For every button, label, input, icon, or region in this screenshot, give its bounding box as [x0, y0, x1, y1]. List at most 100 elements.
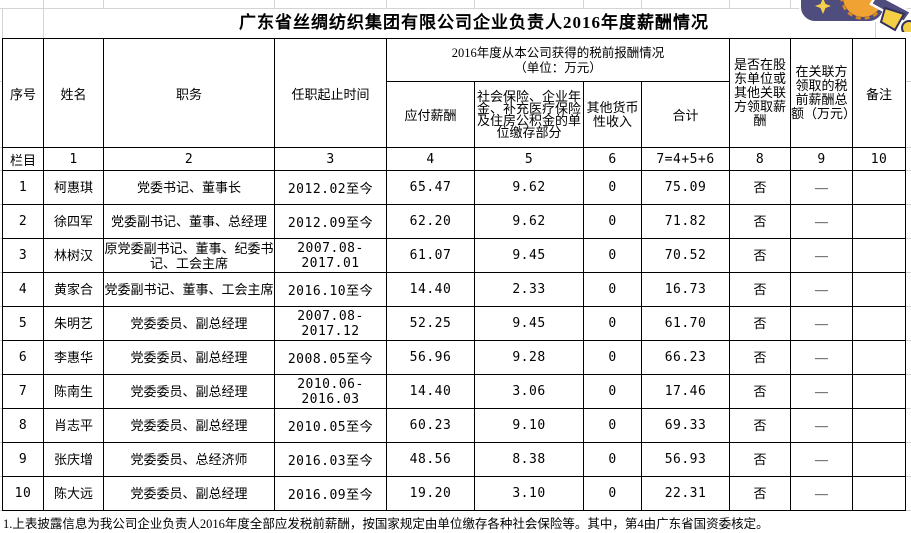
cell-tenure: 2016.10至今 [274, 272, 387, 307]
table-row: 8 肖志平 党委委员、副总经理 2010.05至今 60.23 9.10 0 69.33 否 — [2, 408, 907, 443]
cell-name: 徐四军 [43, 204, 104, 239]
gridline [905, 340, 911, 341]
index-cell-label: 栏目 [2, 147, 44, 171]
cell-social: 9.62 [474, 204, 584, 239]
cell-related-amount: — [790, 442, 854, 477]
gridline [0, 340, 2, 341]
table-row: 5 朱明艺 党委委员、副总经理 2007.08-2017.12 52.25 9.45 0 61… [2, 306, 907, 341]
cell-total: 66.23 [640, 340, 731, 375]
cell-related-amount: — [790, 272, 854, 307]
gridline [274, 0, 275, 8]
cell-tenure: 2012.09至今 [274, 204, 387, 239]
cell-name: 陈大远 [43, 476, 104, 511]
cell-related: 否 [729, 238, 792, 273]
gridline [0, 476, 2, 477]
gridline [43, 0, 44, 8]
cell-social: 9.45 [474, 306, 584, 341]
cell-related: 否 [729, 170, 792, 205]
cell-payable: 14.40 [386, 374, 475, 409]
cell-related: 否 [729, 204, 792, 239]
header-row-1: 序号 姓名 职务 任职起止时间 2016年度从本公司获得的税前报酬情况 （单位：… [2, 38, 907, 148]
cell-position: 党委书记、董事长 [103, 170, 275, 205]
gridline [0, 8, 911, 9]
cell-name: 朱明艺 [43, 306, 104, 341]
cell-social: 9.62 [474, 170, 584, 205]
cell-name: 林树汉 [43, 238, 104, 273]
cell-related: 否 [729, 476, 792, 511]
cell-related: 否 [729, 374, 792, 409]
col-header-total: 合计 [640, 81, 731, 148]
gridline [103, 0, 104, 8]
cell-total: 69.33 [640, 408, 731, 443]
footnote: 1.上表披露信息为我公司企业负责人2016年度全部应发税前薪酬，按国家规定由单位… [3, 517, 769, 531]
cell-name: 柯惠琪 [43, 170, 104, 205]
gridline [0, 204, 2, 205]
cell-total: 17.46 [640, 374, 731, 409]
cell-payable: 52.25 [386, 306, 475, 341]
cell-remark [852, 408, 907, 443]
cell-other: 0 [583, 306, 642, 341]
cell-remark [852, 238, 907, 273]
cell-social: 9.28 [474, 340, 584, 375]
cell-position: 党委副书记、董事、总经理 [103, 204, 275, 239]
index-cell-10: 10 [852, 147, 907, 171]
col-header-other-monetary: 其他货币性收入 [583, 81, 642, 148]
col-header-position: 职务 [103, 38, 275, 148]
cell-position: 党委委员、副总经理 [103, 340, 275, 375]
gridline [905, 170, 911, 171]
gridline [905, 272, 911, 273]
col-header-remark: 备注 [852, 38, 907, 148]
header-row-2: 应付薪酬 社会保险、企业年金、补充医疗保险及住房公积金的单位缴存部分 其他货币性… [3, 81, 906, 148]
gridline [905, 476, 911, 477]
cell-seq: 10 [2, 476, 44, 511]
cell-tenure: 2010.05至今 [274, 408, 387, 443]
gridline [474, 0, 475, 8]
col-header-group: 2016年度从本公司获得的税前报酬情况 （单位：万元） [385, 38, 731, 82]
gridline [729, 0, 730, 8]
cell-tenure: 2007.08-2017.01 [274, 238, 387, 273]
index-cell-3: 3 [274, 147, 387, 171]
cell-seq: 2 [2, 204, 44, 239]
gridline [0, 374, 2, 375]
index-cell-8: 8 [729, 147, 792, 171]
gridline [2, 8, 3, 38]
cell-social: 3.06 [474, 374, 584, 409]
cell-other: 0 [583, 204, 642, 239]
cell-position: 党委委员、总经济师 [103, 442, 275, 477]
cell-remark [852, 340, 907, 375]
cell-payable: 60.23 [386, 408, 475, 443]
cell-remark [852, 204, 907, 239]
cell-total: 56.93 [640, 442, 731, 477]
cell-other: 0 [583, 408, 642, 443]
page-title: 广东省丝绸纺织集团有限公司企业负责人2016年度薪酬情况 [239, 13, 709, 32]
gridline [641, 0, 642, 8]
gridline [386, 0, 387, 8]
cell-remark [852, 170, 907, 205]
cell-related-amount: — [790, 170, 854, 205]
cell-payable: 56.96 [386, 340, 475, 375]
cell-payable: 65.47 [386, 170, 475, 205]
gridline [0, 510, 2, 511]
cell-related: 否 [729, 340, 792, 375]
col-header-payable: 应付薪酬 [386, 81, 475, 148]
cell-social: 2.33 [474, 272, 584, 307]
cell-seq: 9 [2, 442, 44, 477]
cell-total: 16.73 [640, 272, 731, 307]
col-header-related-pay-amount: 在关联方领取的税前薪酬总额（万元） [790, 38, 854, 148]
cell-related-amount: — [790, 204, 854, 239]
table-row: 4 黄家合 党委副书记、董事、工会主席 2016.10至今 14.40 2.33 0 16.7… [2, 272, 907, 307]
cell-related-amount: — [790, 476, 854, 511]
gridline [0, 272, 2, 273]
cell-tenure: 2012.02至今 [274, 170, 387, 205]
cell-related: 否 [729, 408, 792, 443]
gridline [905, 374, 911, 375]
gridline [905, 442, 911, 443]
cell-payable: 14.40 [386, 272, 475, 307]
salary-table: 序号 姓名 职务 任职起止时间 2016年度从本公司获得的税前报酬情况 （单位：… [2, 38, 907, 511]
cell-total: 70.52 [640, 238, 731, 273]
cell-remark [852, 442, 907, 477]
cell-related-amount: — [790, 306, 854, 341]
cell-total: 75.09 [640, 170, 731, 205]
cell-name: 陈南生 [43, 374, 104, 409]
